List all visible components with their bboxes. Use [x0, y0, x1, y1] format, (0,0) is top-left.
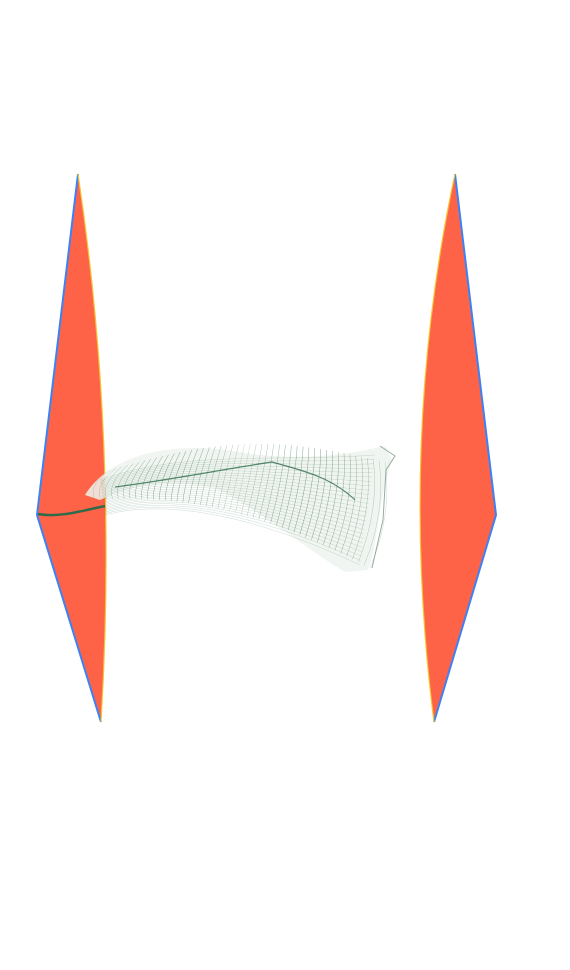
ribbon-mesh-line: [211, 445, 228, 508]
ribbon-hatch-line: [102, 487, 368, 513]
ribbon-right-tip: [371, 445, 396, 569]
ribbon-hatch-line: [100, 465, 374, 485]
ribbon-mesh-line: [141, 457, 158, 499]
ribbon-mesh-line: [200, 446, 216, 505]
ribbon-hatch-line: [100, 470, 373, 488]
ribbon-mesh-line: [182, 448, 199, 503]
ribbon-hatch-line: [101, 481, 370, 500]
ribbon-mesh-line: [176, 449, 193, 502]
ribbon-mesh-line: [328, 453, 345, 548]
ribbon-mesh-line: [352, 458, 369, 560]
ribbon-hatch-line: [104, 508, 361, 566]
ribbon-mesh-line: [305, 449, 321, 538]
ribbon-mesh-line: [117, 463, 134, 499]
ribbon-hatch-line: [103, 498, 364, 539]
ribbon-hatch-line: [104, 503, 362, 552]
ribbon-fold-line: [114, 461, 356, 501]
ribbon-mesh-line: [229, 444, 245, 512]
ribbon-mesh-line: [270, 444, 286, 524]
left-panel-fill: [37, 174, 107, 722]
ribbon-mesh-line: [293, 447, 310, 533]
ribbon-hatch-line: [104, 501, 363, 548]
ribbon-mesh-line: [241, 443, 257, 515]
left-panel-inner-edge: [77, 173, 107, 723]
twisted-ribbon: [37, 443, 396, 572]
ribbon-mesh-line: [340, 455, 357, 554]
ribbon-hatch-line: [101, 472, 372, 489]
ribbon-hatch-line: [103, 496, 365, 535]
right-panel-inner-edge: [419, 173, 456, 723]
ribbon-hatch-line: [104, 505, 362, 557]
ribbon-mesh-line: [92, 469, 111, 501]
ribbon-mesh-line: [246, 443, 263, 516]
ribbon-mesh-line: [264, 444, 280, 522]
ribbon-mesh-line: [217, 444, 234, 509]
ribbon-mesh-line: [322, 452, 339, 545]
ribbon-mesh-line: [223, 444, 239, 510]
ribbon-mesh-line: [105, 466, 122, 500]
ribbon-mesh-line: [111, 464, 128, 499]
ribbon-mesh-line: [299, 448, 316, 535]
ribbon-hatch-line: [102, 485, 368, 508]
ribbon-bottom-edge: [37, 504, 106, 517]
ribbon-hatch-line: [103, 494, 365, 530]
ribbon-hatch-line: [100, 463, 374, 483]
ribbon-mesh-line: [317, 451, 333, 543]
ribbon-mesh-line: [135, 458, 152, 499]
ribbon-hatch-line: [104, 506, 361, 561]
ribbon-mesh-lines: [92, 443, 388, 569]
left-panel-outer-edge: [35, 173, 102, 723]
ribbon-hatch-line: [102, 488, 367, 517]
ribbon-hatch-line: [100, 459, 375, 482]
ribbon-mesh-line: [235, 443, 251, 513]
ribbon-mesh-line: [346, 456, 363, 557]
ribbon-mesh-line: [188, 447, 204, 504]
right-panel-outer-edge: [433, 173, 498, 723]
ribbon-hatch-line: [103, 499, 364, 544]
ribbon-mesh-line: [358, 459, 375, 563]
ribbon-mesh-line: [363, 460, 381, 566]
ribbon-mesh-line: [287, 446, 304, 530]
ribbon-mesh-line: [334, 454, 351, 551]
ribbon-mesh-line: [129, 460, 146, 499]
ribbon-hatch-line: [103, 492, 366, 526]
ribbon-hatch-line: [101, 474, 371, 490]
right-panel: [419, 173, 498, 723]
ribbon-mesh-line: [276, 445, 292, 526]
ribbon-mesh-line: [170, 450, 187, 501]
ribbon-mesh-line: [205, 445, 222, 507]
ribbon-mesh-line: [194, 447, 210, 504]
ribbon-sheen: [85, 446, 392, 572]
ribbon-mesh-line: [281, 445, 298, 528]
ribbon-hatch-line: [101, 476, 371, 492]
ribbon-mesh-line: [147, 455, 163, 499]
ribbon-mesh-line: [99, 468, 117, 500]
ribbon-mesh-line: [258, 444, 275, 520]
ribbon-mesh-line: [252, 443, 269, 518]
ribbon-mesh-line: [123, 461, 140, 499]
right-panel-fill: [420, 174, 496, 722]
ribbon-hatch-line: [102, 483, 369, 504]
ribbon-mesh-line: [311, 450, 327, 540]
ribbon-mesh-line: [153, 454, 169, 500]
ribbon-hatch-line: [102, 490, 367, 522]
ribbon-hatch-line: [99, 454, 376, 481]
left-panel: [35, 173, 107, 723]
